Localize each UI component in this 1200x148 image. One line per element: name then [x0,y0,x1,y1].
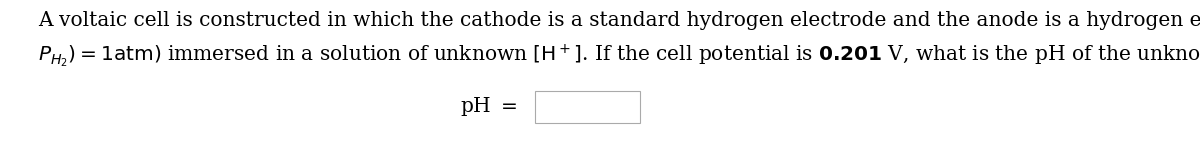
FancyBboxPatch shape [535,91,640,123]
Text: pH $=$: pH $=$ [460,95,517,118]
Text: A voltaic cell is constructed in which the cathode is a standard hydrogen electr: A voltaic cell is constructed in which t… [38,10,1200,30]
Text: $\mathit{P}_{\mathit{H}_2}$$)= 1\mathrm{atm})$ immersed in a solution of unknown: $\mathit{P}_{\mathit{H}_2}$$)= 1\mathrm{… [38,42,1200,69]
